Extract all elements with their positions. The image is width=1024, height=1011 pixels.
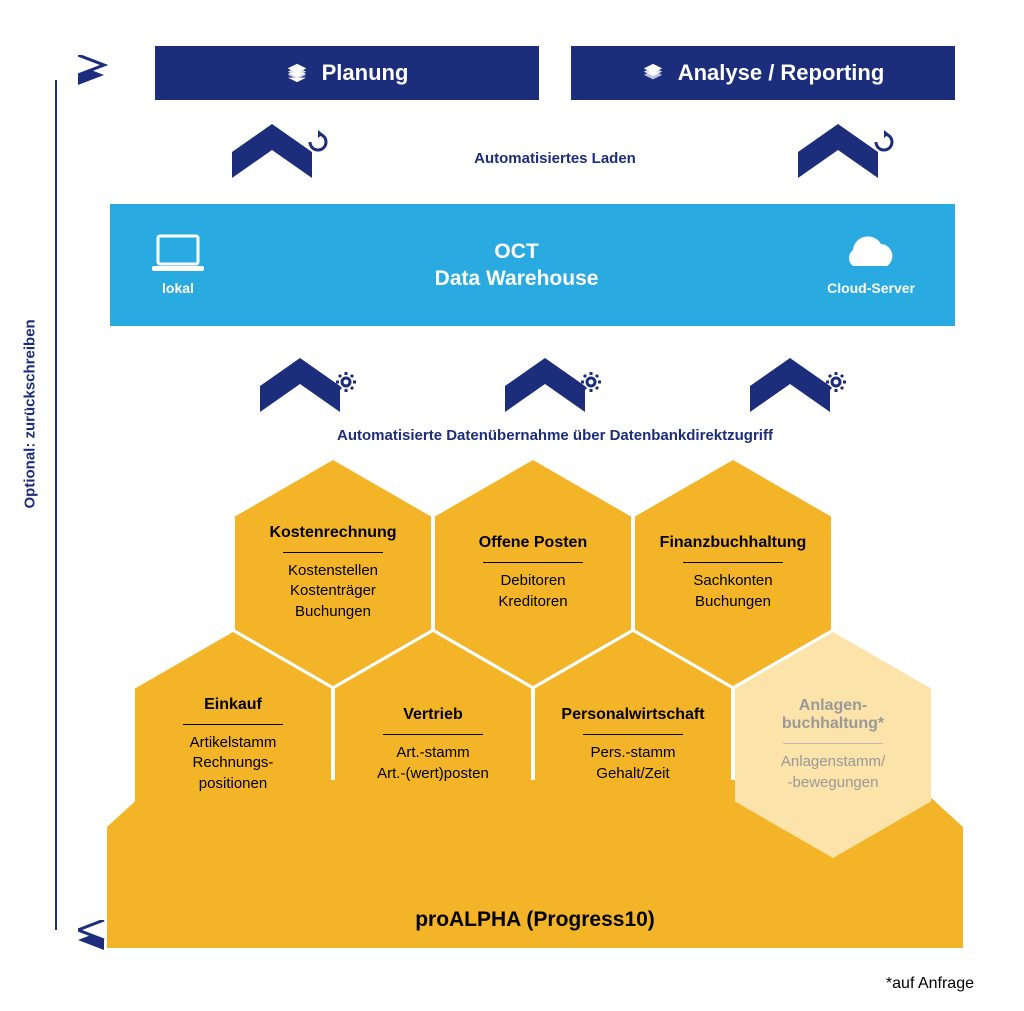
hex-title: Anlagen-buchhaltung*	[782, 697, 884, 733]
arrows-row-2	[260, 358, 830, 412]
hex-divider	[383, 734, 483, 735]
dwh-right-label: Cloud-Server	[827, 280, 915, 296]
hex-items: KostenstellenKostenträgerBuchungen	[288, 561, 378, 622]
hex-title: Einkauf	[204, 696, 262, 714]
side-label: Optional: zurückschreiben	[22, 319, 39, 508]
dwh-title-line2: Data Warehouse	[435, 265, 599, 292]
gear-icon	[824, 370, 848, 399]
footnote: *auf Anfrage	[886, 975, 974, 993]
analyse-box: Analyse / Reporting	[571, 46, 955, 100]
dwh-box: lokal OCT Data Warehouse Cloud-Server	[110, 204, 955, 326]
hex-anlagen-buchhaltung-: Anlagen-buchhaltung* Anlagenstamm/-bewegu…	[735, 632, 931, 858]
hex-title: Vertrieb	[403, 706, 463, 724]
base-label: proALPHA (Progress10)	[107, 908, 963, 932]
arrow-up-icon	[750, 358, 830, 412]
cloud-icon	[841, 234, 901, 274]
dwh-left-label: lokal	[162, 280, 194, 296]
hex-divider	[483, 562, 583, 563]
hex-items: Art.-stammArt.-(wert)posten	[377, 743, 489, 784]
layers-icon	[286, 62, 308, 84]
hex-items: DebitorenKreditoren	[498, 571, 567, 612]
hex-title: Finanzbuchhaltung	[660, 534, 807, 552]
dwh-left: lokal	[150, 234, 206, 296]
planung-box: Planung	[155, 46, 539, 100]
gear-icon	[334, 370, 358, 399]
hex-divider	[183, 724, 283, 725]
hex-personalwirtschaft: Personalwirtschaft Pers.-stammGehalt/Zeit	[535, 632, 731, 858]
gear-icon	[579, 370, 603, 399]
hex-title: Kostenrechnung	[269, 524, 396, 542]
analyse-label: Analyse / Reporting	[678, 60, 885, 86]
hex-items: Anlagenstamm/-bewegungen	[781, 752, 885, 793]
hex-title: Personalwirtschaft	[561, 706, 704, 724]
planung-label: Planung	[322, 60, 409, 86]
arrow-up-icon	[505, 358, 585, 412]
layers-icon	[642, 62, 664, 84]
hex-vertrieb: Vertrieb Art.-stammArt.-(wert)posten	[335, 632, 531, 858]
hex-items: ArtikelstammRechnungs-positionen	[190, 733, 277, 794]
loading-label: Automatisiertes Laden	[155, 150, 955, 167]
hex-title: Offene Posten	[479, 534, 587, 552]
hex-items: SachkontenBuchungen	[693, 571, 772, 612]
side-line	[55, 80, 57, 930]
side-arrow-top-icon	[78, 55, 108, 90]
hex-divider	[283, 552, 383, 553]
top-boxes: Planung Analyse / Reporting	[155, 46, 955, 100]
dwh-title: OCT Data Warehouse	[435, 238, 599, 293]
arrow-up-icon	[260, 358, 340, 412]
hex-einkauf: Einkauf ArtikelstammRechnungs-positionen	[135, 632, 331, 858]
db-label: Automatisierte Datenübernahme über Daten…	[155, 427, 955, 444]
hex-items: Pers.-stammGehalt/Zeit	[590, 743, 675, 784]
hex-divider	[783, 743, 883, 744]
hex-divider	[583, 734, 683, 735]
hex-area: proALPHA (Progress10) Kostenrechnung Kost…	[95, 460, 975, 960]
hex-divider	[683, 562, 783, 563]
laptop-icon	[150, 234, 206, 274]
dwh-title-line1: OCT	[435, 238, 599, 265]
dwh-right: Cloud-Server	[827, 234, 915, 296]
